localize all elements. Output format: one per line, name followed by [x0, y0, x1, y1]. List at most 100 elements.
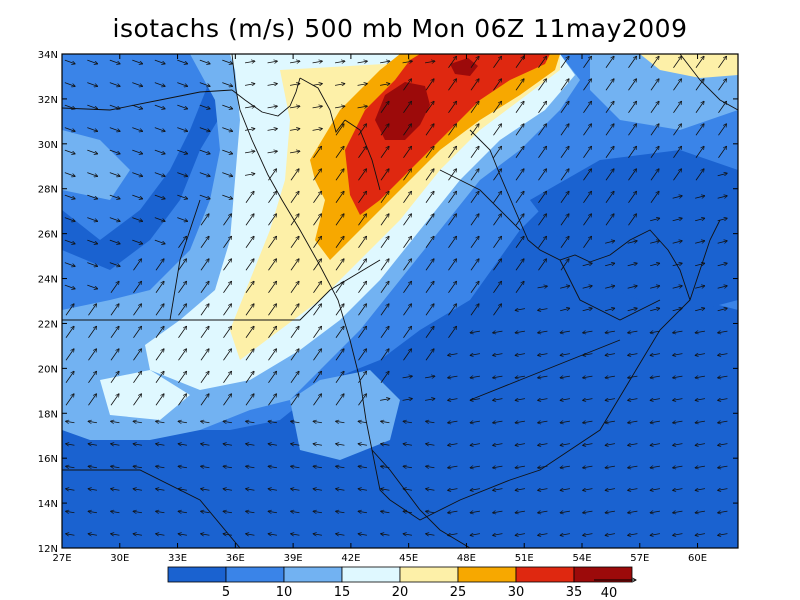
- wind-vector: [695, 534, 705, 536]
- wind-vector: [109, 127, 120, 132]
- wind-vector: [155, 394, 164, 406]
- wind-vector: [245, 214, 254, 226]
- wind-vector: [650, 399, 660, 401]
- wind-vector: [245, 106, 255, 108]
- wind-vector: [650, 354, 660, 356]
- wind-vector: [695, 56, 704, 68]
- wind-vector: [133, 349, 141, 361]
- wind-vector: [583, 79, 591, 91]
- wind-vector: [673, 331, 683, 333]
- wind-vector: [267, 61, 278, 63]
- wind-vector: [583, 534, 593, 536]
- wind-vector: [154, 194, 165, 199]
- wind-vector: [403, 124, 411, 136]
- wind-vector: [470, 79, 479, 91]
- wind-vector: [403, 146, 411, 158]
- wind-vector: [358, 304, 366, 316]
- wind-vector: [381, 489, 390, 491]
- wind-vector: [358, 124, 366, 136]
- wind-vector: [448, 326, 456, 338]
- wind-vector: [178, 511, 188, 513]
- wind-vector: [268, 511, 278, 513]
- wind-vector: [403, 259, 411, 271]
- wind-vector: [583, 331, 593, 333]
- wind-vector: [245, 281, 254, 293]
- wind-vector: [380, 191, 389, 203]
- wind-vector: [312, 129, 323, 131]
- wind-vector: [605, 56, 614, 68]
- wind-vector: [290, 394, 299, 406]
- wind-vector: [470, 214, 479, 226]
- wind-vector: [493, 191, 501, 203]
- wind-vector: [448, 354, 458, 356]
- wind-vector: [133, 371, 141, 383]
- wind-vector: [268, 371, 276, 383]
- wind-vector: [154, 239, 165, 244]
- wind-vector: [380, 124, 389, 136]
- wind-vector: [515, 236, 524, 248]
- wind-vector: [560, 146, 569, 158]
- wind-vector: [223, 259, 231, 271]
- wind-vector: [470, 236, 479, 248]
- lon-label: 36E: [226, 553, 245, 564]
- wind-vector: [268, 169, 276, 181]
- wind-vector: [156, 511, 165, 513]
- wind-vector: [268, 326, 276, 338]
- wind-vector: [695, 241, 705, 244]
- colorbar-swatch: [515, 566, 575, 583]
- wind-vector: [380, 236, 389, 248]
- wind-vector: [335, 124, 344, 136]
- wind-vector: [673, 169, 681, 181]
- wind-vector: [538, 444, 548, 446]
- wind-vector: [515, 511, 525, 513]
- wind-vector: [560, 101, 569, 113]
- wind-vector: [132, 59, 142, 64]
- wind-vector: [381, 421, 390, 423]
- wind-vector: [425, 191, 434, 203]
- lat-label: 22N: [38, 319, 58, 330]
- wind-vector: [425, 281, 434, 293]
- wind-vector: [358, 534, 368, 536]
- wind-vector: [357, 84, 368, 86]
- lat-label: 32N: [38, 95, 58, 106]
- wind-vector: [64, 59, 75, 64]
- wind-vector: [223, 349, 231, 361]
- wind-vector: [560, 56, 569, 68]
- wind-vector: [448, 511, 458, 513]
- wind-vector: [695, 308, 705, 312]
- wind-vector: [425, 124, 434, 136]
- colorbar-swatch: [167, 566, 227, 583]
- wind-vector: [403, 326, 411, 338]
- wind-vector: [381, 511, 390, 513]
- wind-vector: [448, 534, 458, 536]
- wind-vector: [515, 354, 525, 356]
- wind-vector: [717, 241, 728, 244]
- wind-vector: [64, 284, 75, 289]
- lon-label: 27E: [52, 553, 71, 564]
- wind-vector: [335, 371, 344, 383]
- wind-vector: [560, 354, 570, 356]
- colorbar-swatch: [225, 566, 285, 583]
- wind-vector: [403, 214, 411, 226]
- wind-vector: [538, 169, 546, 181]
- wind-vector: [538, 466, 548, 468]
- wind-vector: [583, 466, 593, 468]
- wind-vector: [154, 59, 165, 64]
- wind-vector: [673, 534, 683, 536]
- wind-vector: [448, 259, 456, 271]
- wind-vector: [313, 394, 321, 406]
- wind-vector: [695, 376, 705, 378]
- wind-vector: [155, 259, 164, 271]
- wind-vector: [88, 489, 98, 491]
- wind-vector: [717, 173, 728, 177]
- wind-vector: [426, 421, 435, 423]
- wind-vector: [64, 262, 75, 267]
- wind-vector: [223, 394, 231, 406]
- wind-vector: [268, 534, 278, 536]
- wind-vector: [87, 172, 97, 177]
- wind-vector: [178, 281, 186, 293]
- wind-vector: [335, 304, 344, 316]
- wind-vector: [201, 444, 210, 446]
- wind-vector: [628, 466, 638, 468]
- wind-vector: [358, 214, 366, 226]
